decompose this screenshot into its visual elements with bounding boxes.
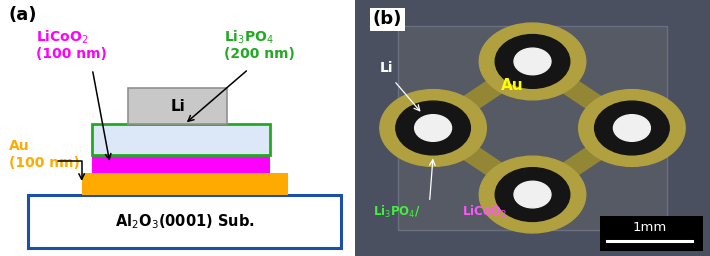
- Circle shape: [396, 101, 471, 155]
- Circle shape: [479, 23, 586, 100]
- Circle shape: [479, 156, 586, 233]
- Circle shape: [613, 115, 650, 141]
- Circle shape: [595, 101, 669, 155]
- Circle shape: [496, 35, 570, 88]
- Text: (a): (a): [9, 6, 38, 24]
- Text: LiCoO$_2$: LiCoO$_2$: [462, 204, 506, 220]
- Text: LiCoO$_2$: LiCoO$_2$: [36, 28, 88, 46]
- Text: Li: Li: [170, 99, 185, 114]
- Text: Li$_3$PO$_4$/: Li$_3$PO$_4$/: [373, 204, 420, 220]
- Text: (100 nm): (100 nm): [36, 47, 106, 61]
- Text: Au: Au: [9, 139, 30, 153]
- Circle shape: [496, 168, 570, 221]
- Text: Al$_2$O$_3$(0001) Sub.: Al$_2$O$_3$(0001) Sub.: [115, 212, 254, 231]
- Text: Au: Au: [501, 78, 523, 93]
- Bar: [82, 173, 288, 195]
- Circle shape: [579, 90, 685, 166]
- Text: (b): (b): [373, 10, 402, 28]
- Text: Li: Li: [380, 61, 393, 75]
- Bar: [92, 124, 270, 155]
- Bar: [600, 216, 703, 251]
- Bar: [28, 195, 341, 248]
- Circle shape: [514, 48, 551, 75]
- Circle shape: [514, 181, 551, 208]
- Bar: [128, 88, 227, 124]
- Bar: [92, 155, 270, 173]
- FancyBboxPatch shape: [398, 26, 667, 230]
- Circle shape: [415, 115, 452, 141]
- Circle shape: [380, 90, 486, 166]
- Text: (100 nm): (100 nm): [9, 156, 80, 169]
- Text: 1mm: 1mm: [633, 221, 667, 234]
- Text: Li$_3$PO$_4$: Li$_3$PO$_4$: [224, 28, 273, 46]
- Text: (200 nm): (200 nm): [224, 47, 295, 61]
